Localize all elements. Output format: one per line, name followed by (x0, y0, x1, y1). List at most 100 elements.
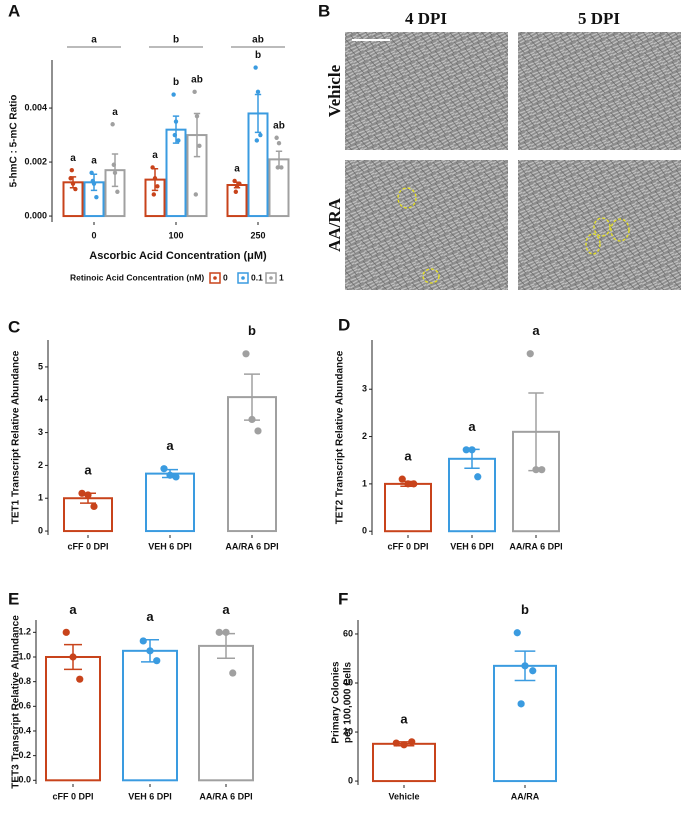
colony-markers (397, 187, 630, 284)
data-point (69, 653, 77, 661)
data-point (468, 446, 476, 454)
y-tick-label: 1 (38, 493, 43, 503)
data-point (400, 741, 408, 749)
y-tick-label: 0.004 (24, 102, 47, 112)
significance-letter: a (166, 438, 174, 453)
data-point (532, 466, 540, 474)
data-point (76, 675, 84, 683)
error-bar (254, 93, 262, 134)
data-point (222, 628, 230, 636)
data-point (84, 491, 92, 499)
data-point (192, 89, 197, 95)
significance-letter: a (84, 463, 92, 478)
data-point (150, 165, 155, 170)
data-point (274, 135, 279, 140)
data-point (232, 178, 237, 184)
micrograph (345, 160, 508, 290)
significance-letter: a (234, 164, 240, 175)
y-tick-label: 1.0 (18, 651, 31, 661)
data-point (176, 138, 181, 143)
data-point (513, 629, 521, 637)
significance-letter: a (146, 609, 154, 624)
bar (122, 649, 178, 782)
data-point (166, 471, 174, 479)
error-bar (111, 153, 119, 188)
panel-label: C (8, 317, 20, 336)
x-tick-label: 0 (91, 230, 96, 240)
micrograph (518, 160, 681, 290)
significance-letter: b (173, 77, 179, 88)
data-point (110, 122, 115, 127)
x-axis-label: Ascorbic Acid Concentration (μM) (89, 250, 267, 262)
data-point (193, 192, 199, 197)
legend-dot (241, 276, 245, 280)
significance-letter: a (222, 602, 230, 617)
data-point (526, 350, 534, 358)
y-tick-label: 20 (343, 726, 353, 736)
y-tick-label: 0.000 (24, 210, 47, 220)
x-tick-label: AA/RA 6 DPI (225, 541, 278, 551)
data-point (253, 65, 258, 70)
data-point (276, 140, 282, 146)
significance-letter: a (70, 153, 76, 164)
significance-letter: b (255, 50, 261, 61)
data-point (111, 162, 117, 167)
bar (372, 742, 436, 783)
legend-dot (269, 276, 273, 280)
data-point (279, 165, 284, 170)
y-tick-label: 0.0 (18, 775, 31, 785)
y-tick-label: 0.8 (18, 676, 31, 686)
x-tick-label: 250 (250, 230, 265, 240)
data-point (172, 132, 178, 138)
column-title: 4 DPI (405, 9, 447, 28)
data-point (112, 170, 118, 176)
data-point (392, 739, 400, 747)
data-point (160, 465, 168, 473)
data-point (529, 667, 537, 675)
y-axis-label: TET2 Transcript Relative Abundance (335, 350, 346, 524)
y-tick-label: 2 (362, 431, 367, 441)
x-tick-label: 100 (168, 230, 183, 240)
bar (493, 664, 557, 783)
significance-letter: a (112, 107, 118, 118)
data-point (474, 473, 482, 481)
data-point (197, 143, 202, 149)
bar (198, 644, 254, 782)
y-tick-label: 60 (343, 628, 353, 638)
x-tick-label: VEH 6 DPI (148, 541, 192, 551)
significance-letter: a (532, 323, 540, 338)
data-point (538, 466, 546, 474)
group-letter: ab (252, 35, 264, 46)
data-point (139, 637, 147, 645)
panel-label: F (338, 589, 348, 608)
data-point (115, 189, 120, 194)
y-tick-label: 4 (38, 394, 43, 404)
data-point (258, 132, 263, 138)
data-point (151, 192, 157, 197)
y-tick-label: 0.6 (18, 701, 31, 711)
data-point (73, 186, 78, 192)
x-tick-label: Vehicle (388, 791, 419, 801)
x-tick-label: cFF 0 DPI (387, 541, 428, 551)
x-tick-label: AA/RA (511, 791, 540, 801)
column-title: 5 DPI (578, 9, 620, 28)
data-point (408, 738, 416, 746)
data-point (69, 167, 75, 173)
data-point (89, 170, 94, 176)
data-point (90, 502, 98, 511)
y-tick-label: 2 (38, 460, 43, 470)
y-tick-label: 0.002 (24, 156, 47, 166)
data-point (229, 669, 237, 677)
y-tick-label: 0 (38, 525, 43, 535)
data-point (90, 178, 96, 184)
y-tick-label: 0 (348, 775, 353, 785)
data-point (233, 189, 239, 194)
bar (45, 655, 101, 782)
micrograph (345, 32, 508, 150)
y-tick-label: 5 (38, 361, 43, 371)
data-point (78, 489, 86, 497)
bar (226, 184, 248, 218)
data-point (237, 181, 242, 186)
y-tick-label: 1 (362, 478, 367, 488)
